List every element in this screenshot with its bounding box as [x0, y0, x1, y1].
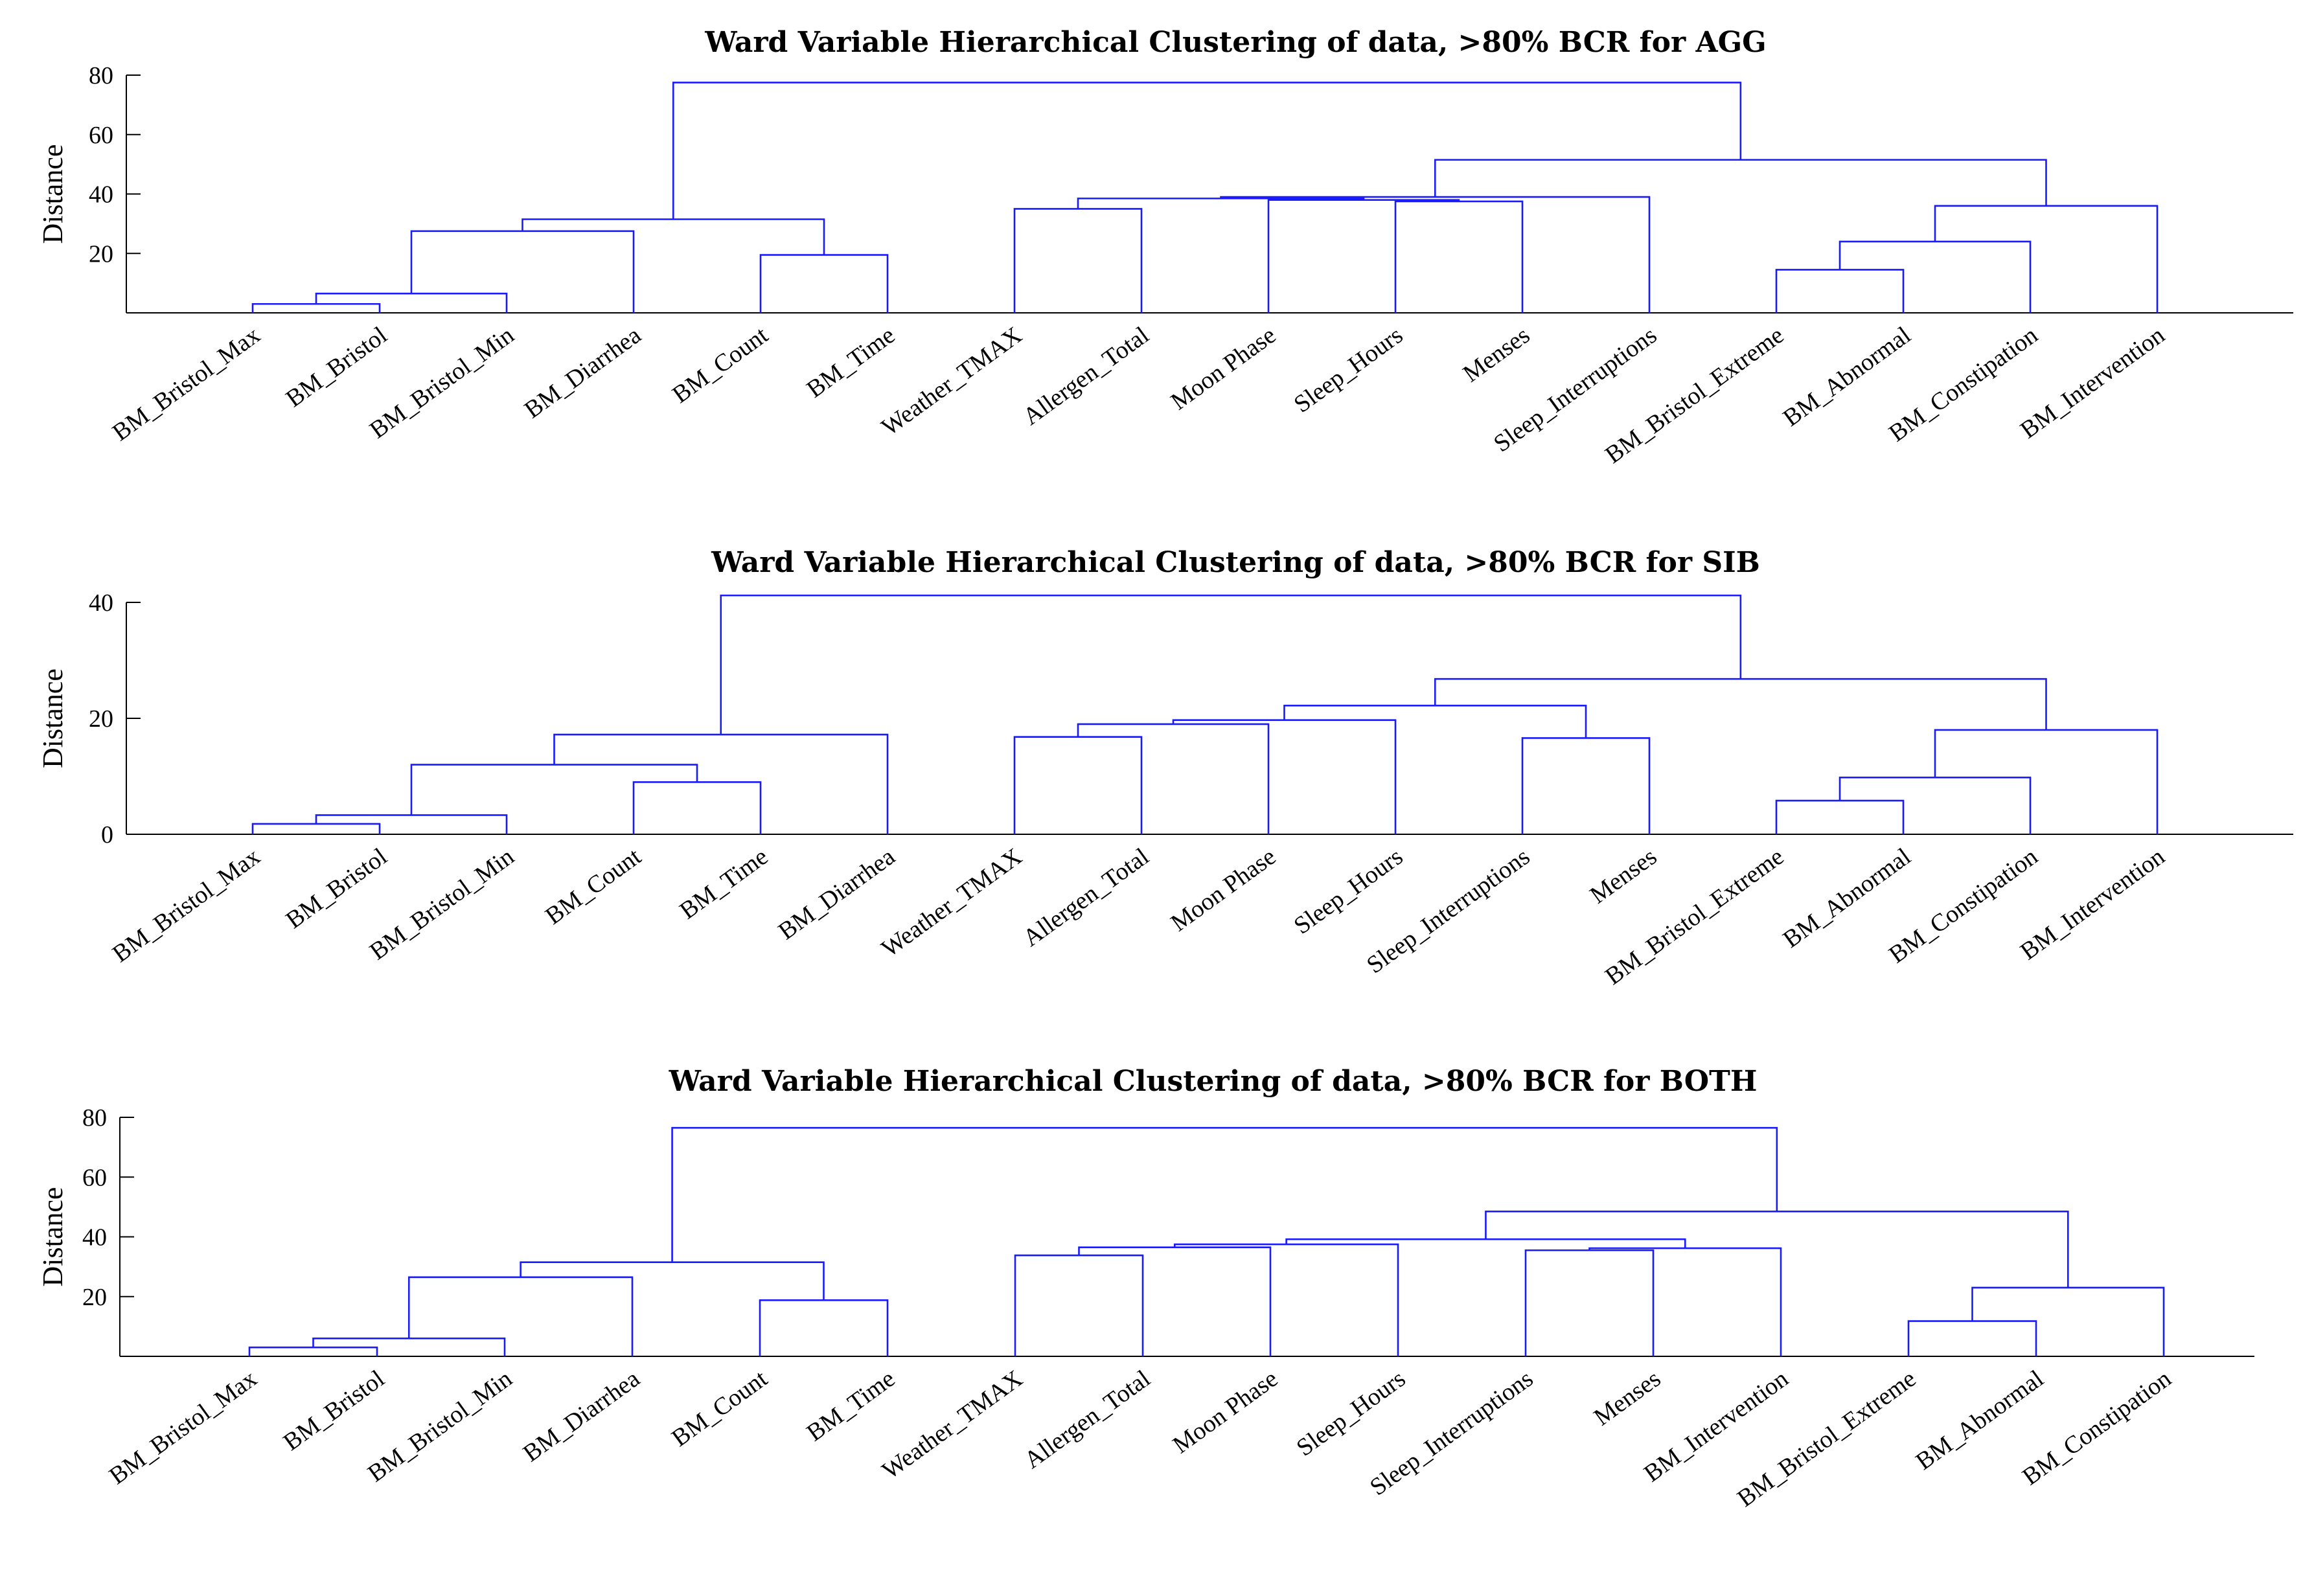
- dendrogram-link: [720, 594, 1742, 735]
- dendrogram-link: [1775, 269, 1905, 313]
- dendrogram-link: [1173, 1243, 1399, 1356]
- y-tick-label: 40: [89, 181, 113, 209]
- y-tick-label: 60: [82, 1164, 107, 1191]
- leaf-label: Moon Phase: [1168, 1365, 1283, 1459]
- dendrogram-link: [407, 1276, 634, 1356]
- leaf-label: Sleep_Hours: [1289, 843, 1408, 939]
- dendrogram-link: [1014, 1254, 1144, 1356]
- leaf-label: Menses: [1458, 321, 1535, 387]
- chart-title: Ward Variable Hierarchical Clustering of…: [704, 26, 1766, 59]
- y-tick-label: 80: [82, 1104, 107, 1132]
- dendrogram-link: [671, 1126, 1778, 1262]
- leaf-label: BM_Abnormal: [1778, 843, 1916, 953]
- dendrogram-link: [1172, 719, 1397, 834]
- leaf-label: BM_Bristol: [279, 1365, 390, 1456]
- leaf-label: BM_Abnormal: [1911, 1365, 2049, 1475]
- dendrogram-link: [1839, 776, 2032, 834]
- leaf-label: Menses: [1589, 1365, 1666, 1431]
- dendrogram-link: [520, 1261, 825, 1301]
- leaf-label: BM_Time: [802, 1365, 900, 1446]
- dendrogram-link: [1588, 1247, 1782, 1356]
- y-tick-label: 40: [82, 1224, 107, 1251]
- y-tick-label: 0: [101, 821, 113, 849]
- dendrogram-link: [251, 302, 381, 313]
- dendrogram-link: [1934, 205, 2159, 313]
- leaf-label: BM_Abnormal: [1778, 321, 1916, 431]
- dendrogram-link: [1434, 678, 2047, 730]
- leaf-label: Moon Phase: [1166, 843, 1281, 937]
- dendrogram-link: [1283, 705, 1587, 738]
- dendrogram-link: [1077, 723, 1270, 834]
- dendrogram-link: [1839, 240, 2032, 313]
- chart-title: Ward Variable Hierarchical Clustering of…: [711, 546, 1760, 579]
- dendrogram-link: [1013, 736, 1143, 834]
- dendrogram-link: [759, 1299, 889, 1356]
- leaf-label: Allergen_Total: [1018, 843, 1154, 952]
- leaf-label: BM_Bristol: [281, 321, 393, 413]
- dendrogram-link: [251, 823, 381, 834]
- dendrogram-link: [632, 781, 762, 834]
- leaf-label: Sleep_Hours: [1289, 321, 1408, 418]
- leaf-label: BM_Time: [802, 321, 900, 403]
- dendrogram-link: [1434, 159, 2047, 206]
- dendrogram-link: [1521, 737, 1651, 834]
- leaf-label: BM_Bristol_Max: [108, 843, 265, 968]
- leaf-label: BM_Bristol: [281, 843, 393, 934]
- dendrogram-link: [521, 218, 825, 255]
- leaf-label: Weather_TMAX: [877, 1365, 1027, 1485]
- y-axis-label: Distance: [37, 1187, 69, 1287]
- y-tick-label: 40: [89, 589, 113, 617]
- dendrogram-link: [1524, 1249, 1655, 1356]
- y-axis-label: Distance: [37, 144, 69, 244]
- leaf-label: Weather_TMAX: [877, 843, 1027, 963]
- dendrogram-link: [1267, 199, 1460, 313]
- leaf-label: BM_Count: [667, 1365, 772, 1452]
- dendrogram-link: [1775, 799, 1905, 834]
- leaf-label: BM_Diarrhea: [773, 843, 900, 945]
- dendrogram-link: [672, 82, 1742, 220]
- y-tick-label: 20: [89, 240, 113, 268]
- leaf-label: Sleep_Hours: [1292, 1365, 1411, 1461]
- panel-3: Ward Variable Hierarchical Clustering of…: [37, 1065, 2254, 1512]
- leaf-label: Menses: [1585, 843, 1662, 909]
- chart-title: Ward Variable Hierarchical Clustering of…: [669, 1065, 1758, 1098]
- dendrogram-link: [1013, 208, 1143, 313]
- leaf-label: Allergen_Total: [1019, 1365, 1155, 1474]
- y-tick-label: 20: [82, 1284, 107, 1311]
- leaf-label: BM_Diarrhea: [520, 321, 647, 424]
- dendrogram-link: [410, 230, 635, 313]
- dendrogram-link: [410, 764, 698, 815]
- y-axis-label: Distance: [37, 668, 69, 768]
- dendrogram-link: [1907, 1320, 2037, 1356]
- dendrogram-link: [1971, 1286, 2165, 1356]
- leaf-label: Moon Phase: [1166, 321, 1281, 415]
- leaf-label: Weather_TMAX: [877, 321, 1027, 441]
- y-tick-label: 20: [89, 705, 113, 733]
- leaf-label: BM_Count: [540, 843, 646, 930]
- panel-1: Ward Variable Hierarchical Clustering of…: [37, 26, 2293, 469]
- leaf-label: Allergen_Total: [1018, 321, 1154, 430]
- dendrogram-link: [1934, 729, 2159, 834]
- y-tick-label: 80: [89, 62, 113, 89]
- dendrogram-link: [759, 254, 889, 313]
- dendrogram-link: [1078, 1246, 1272, 1356]
- leaf-label: BM_Diarrhea: [518, 1365, 645, 1467]
- panel-2: Ward Variable Hierarchical Clustering of…: [37, 546, 2293, 990]
- leaf-label: BM_Time: [675, 843, 773, 924]
- leaf-label: BM_Bristol_Max: [104, 1365, 262, 1490]
- dendrogram-link: [315, 814, 508, 834]
- dendrogram-link: [248, 1346, 378, 1356]
- leaf-label: BM_Count: [667, 321, 773, 409]
- y-tick-label: 60: [89, 122, 113, 149]
- dendrogram-link: [1220, 196, 1651, 313]
- dendrogram-link: [553, 733, 889, 834]
- leaf-label: BM_Bristol_Max: [108, 321, 265, 446]
- dendrogram-link: [1394, 200, 1524, 313]
